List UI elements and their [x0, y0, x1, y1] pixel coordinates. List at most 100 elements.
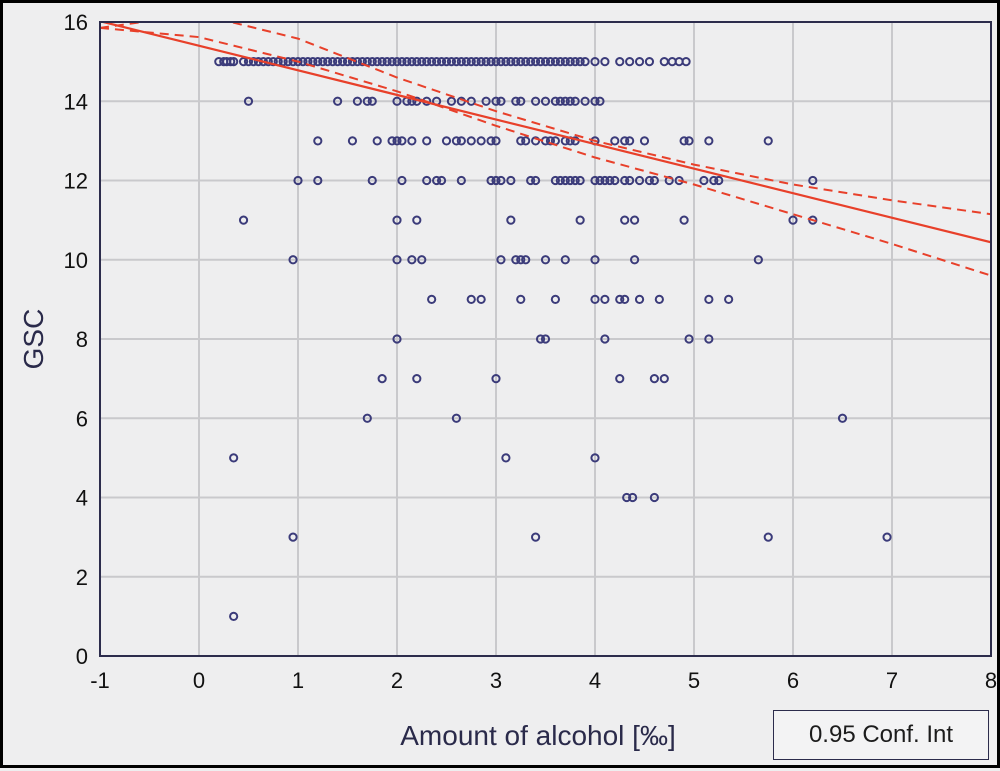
y-tick-label: 8 — [76, 327, 88, 352]
data-point — [605, 175, 615, 186]
data-point — [615, 57, 625, 67]
data-point — [659, 374, 669, 384]
data-point — [644, 175, 655, 186]
data-point — [763, 136, 773, 146]
data-point — [422, 175, 432, 186]
data-point — [486, 136, 496, 146]
data-point — [516, 57, 526, 67]
data-point — [451, 136, 461, 146]
data-point — [516, 294, 526, 304]
regression-line — [100, 22, 991, 244]
data-point — [521, 57, 531, 67]
data-point — [511, 57, 521, 67]
data-point — [476, 294, 486, 304]
plot-border — [99, 21, 992, 657]
data-point — [580, 96, 590, 106]
data-point — [545, 57, 556, 67]
y-tick-label: 6 — [76, 406, 88, 431]
data-point — [628, 492, 638, 503]
data-point — [333, 96, 343, 106]
x-tick-label: 7 — [886, 668, 898, 693]
data-point — [323, 57, 333, 67]
y-tick-label: 14 — [64, 89, 88, 114]
data-point — [654, 294, 664, 304]
data-point — [531, 175, 541, 186]
data-point — [352, 96, 362, 106]
data-point — [466, 136, 476, 146]
data-point — [288, 532, 298, 542]
data-point — [580, 57, 590, 67]
data-point — [491, 374, 501, 384]
ci-lower-line — [100, 26, 991, 277]
data-point — [714, 175, 724, 186]
data-point — [535, 334, 546, 344]
data-point — [540, 96, 551, 106]
data-point — [590, 255, 600, 265]
data-point — [392, 255, 402, 265]
data-point — [372, 57, 382, 67]
data-point — [531, 532, 541, 542]
data-point — [412, 215, 422, 225]
data-point — [382, 57, 392, 67]
data-point — [620, 175, 630, 186]
data-point — [560, 57, 570, 67]
data-point — [456, 175, 466, 186]
data-point — [238, 57, 249, 67]
data-point — [610, 136, 620, 146]
x-tick-label: 4 — [589, 668, 601, 693]
data-point — [620, 215, 630, 225]
x-tick-label: 6 — [787, 668, 799, 693]
data-point — [516, 255, 526, 265]
data-point — [446, 96, 457, 106]
y-tick-label: 16 — [64, 10, 88, 35]
data-point — [456, 57, 466, 67]
data-point — [555, 96, 565, 106]
data-point — [362, 96, 372, 106]
data-point — [496, 255, 506, 265]
data-point — [649, 175, 660, 186]
data-point — [506, 175, 516, 186]
data-point — [293, 175, 303, 186]
data-point — [397, 136, 407, 146]
data-point — [441, 136, 452, 146]
data-point — [570, 57, 580, 67]
data-point — [352, 57, 362, 67]
data-point — [684, 136, 694, 146]
data-point — [432, 57, 442, 67]
x-tick-label: -1 — [90, 668, 110, 693]
data-point — [565, 175, 575, 186]
data-point — [704, 334, 714, 344]
x-tick-label: 3 — [490, 668, 502, 693]
data-point — [362, 413, 372, 423]
data-point — [397, 175, 407, 186]
data-point — [595, 96, 605, 106]
data-point — [590, 96, 600, 106]
data-point — [481, 57, 491, 67]
data-point — [521, 136, 531, 146]
data-point — [615, 374, 625, 384]
data-point — [600, 57, 610, 67]
y-axis-title: GSC — [18, 309, 49, 370]
data-point — [724, 294, 734, 304]
data-points — [214, 57, 892, 621]
data-point — [526, 175, 536, 186]
data-point — [397, 57, 407, 67]
data-point — [367, 175, 377, 186]
data-point — [808, 175, 818, 186]
data-point — [615, 294, 625, 304]
data-point — [595, 175, 605, 186]
data-point — [625, 57, 635, 67]
data-point — [565, 57, 575, 67]
data-point — [506, 215, 516, 225]
data-point — [313, 175, 323, 186]
data-point — [516, 96, 526, 106]
data-point — [622, 492, 632, 503]
data-point — [377, 57, 387, 67]
data-point — [226, 57, 236, 67]
data-point — [649, 374, 660, 384]
data-point — [392, 57, 402, 67]
data-point — [392, 215, 402, 225]
